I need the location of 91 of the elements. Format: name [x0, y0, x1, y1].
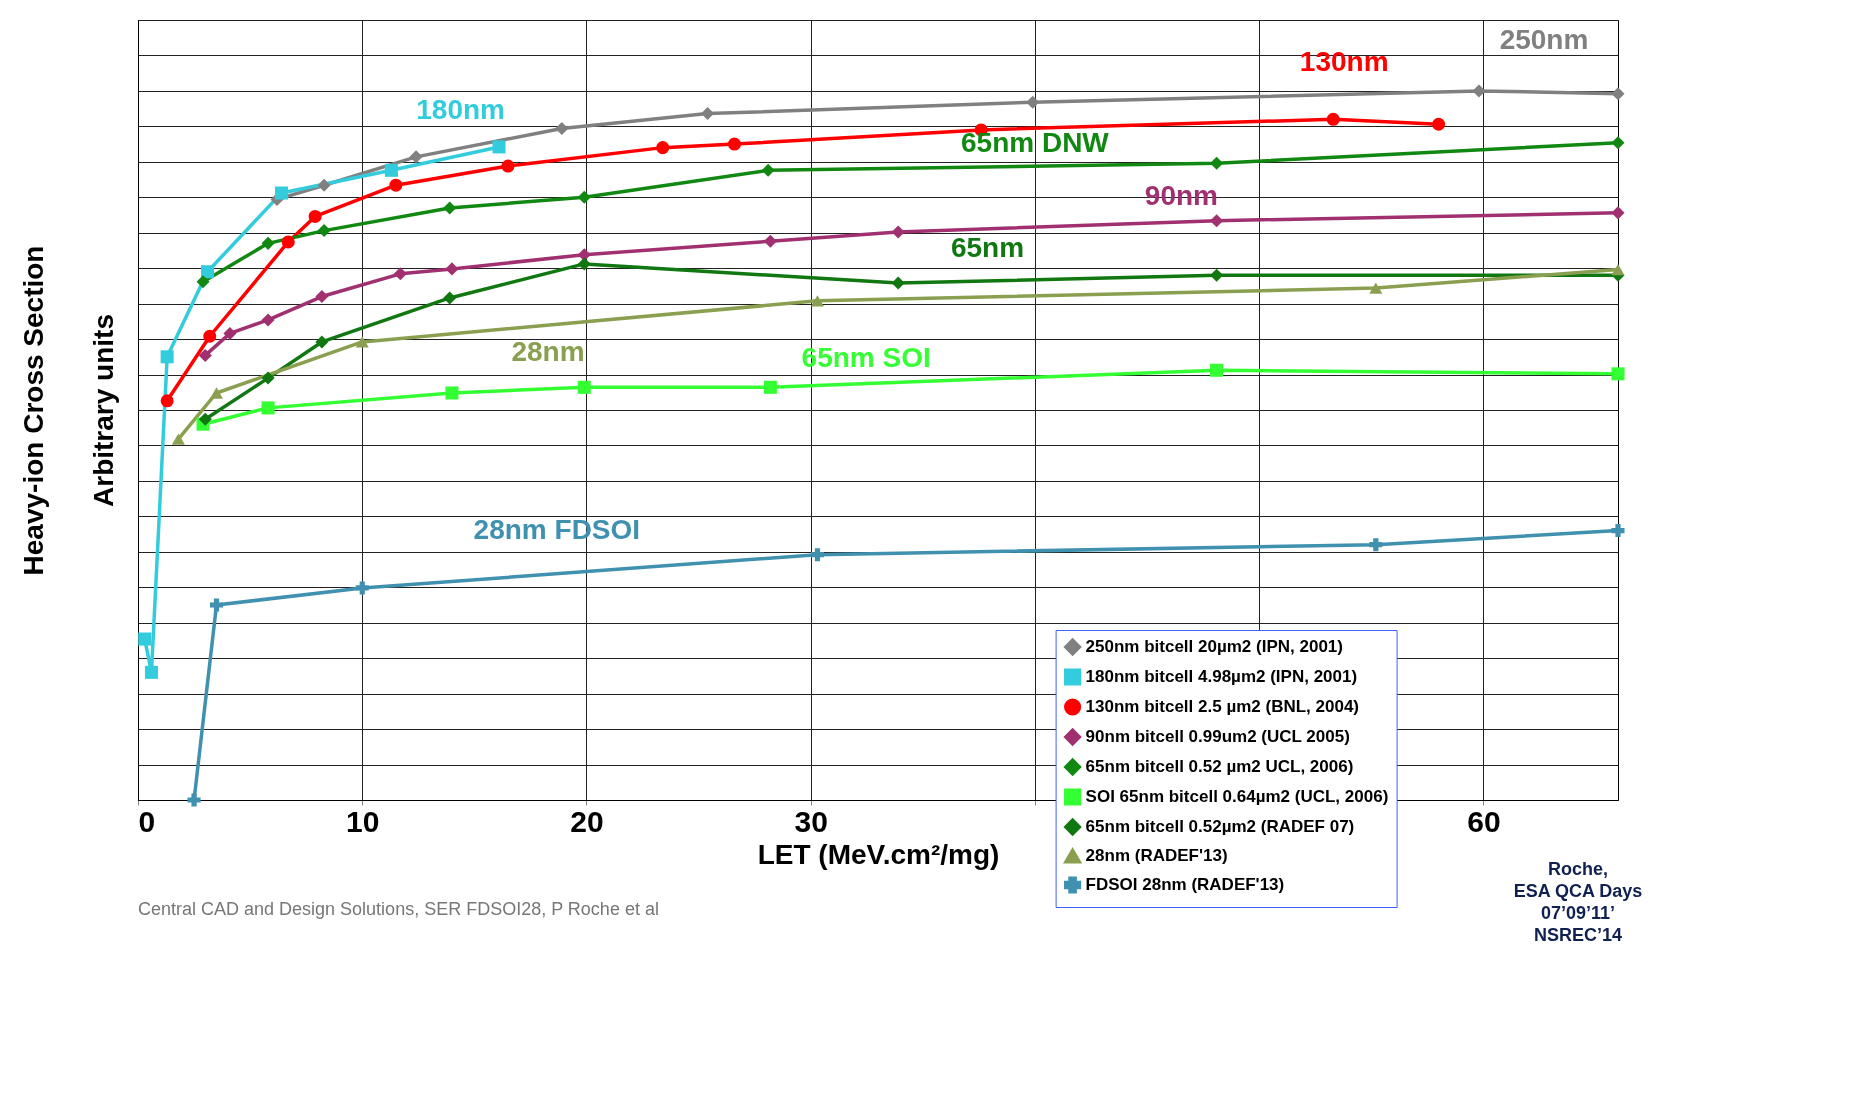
point	[1432, 117, 1446, 131]
point	[1611, 524, 1625, 538]
point	[443, 201, 457, 215]
point	[261, 236, 275, 250]
point	[501, 159, 515, 173]
x-tick-label: 20	[570, 804, 604, 838]
point	[315, 335, 329, 349]
legend-label: 65nm bitcell 0.52µm2 (RADEF 07)	[1085, 817, 1355, 836]
point	[409, 150, 423, 164]
point	[389, 178, 403, 192]
point	[1611, 87, 1625, 101]
legend-label: 90nm bitcell 0.99um2 (UCL 2005)	[1085, 727, 1350, 746]
point	[763, 380, 777, 394]
point	[891, 225, 905, 239]
legend-label: 250nm bitcell 20µm2 (IPN, 2001)	[1085, 637, 1343, 656]
point	[577, 380, 591, 394]
legend-label: FDSOI 28nm (RADEF'13)	[1085, 875, 1285, 894]
point	[810, 548, 824, 562]
point	[443, 291, 457, 305]
legend-label: 65nm bitcell 0.52 µm2 UCL, 2006)	[1085, 757, 1354, 776]
point	[384, 163, 398, 177]
point	[1210, 268, 1224, 282]
x-tick-label: 30	[794, 804, 828, 838]
legend-label: 130nm bitcell 2.5 µm2 (BNL, 2004)	[1085, 697, 1360, 716]
point	[555, 121, 569, 136]
point	[445, 262, 459, 276]
point	[308, 209, 322, 223]
point	[1210, 363, 1224, 377]
point	[187, 793, 201, 807]
text: Roche, ESA QCA Days 07’09’11’ NSREC’14	[1513, 859, 1643, 945]
point	[1611, 367, 1625, 381]
point	[355, 336, 369, 348]
point	[201, 265, 215, 279]
point	[1326, 112, 1340, 126]
point	[209, 598, 223, 612]
point	[317, 178, 331, 192]
point	[198, 412, 212, 426]
point	[1210, 214, 1224, 228]
point	[138, 632, 152, 646]
point	[203, 329, 217, 343]
point	[261, 371, 275, 385]
point	[577, 190, 591, 204]
point	[1611, 263, 1625, 276]
legend-label: 28nm (RADEF'13)	[1085, 846, 1228, 865]
point	[810, 295, 824, 307]
point	[492, 140, 506, 154]
text: Central CAD and Design Solutions, SER FDSOI28, P Roche et al	[138, 899, 659, 919]
point	[144, 665, 158, 679]
legend-label: SOI 65nm bitcell 0.64µm2 (UCL, 2006)	[1085, 787, 1389, 806]
point	[1210, 156, 1224, 170]
point	[763, 234, 777, 248]
point	[355, 581, 369, 595]
x-tick-label: 60	[1467, 804, 1501, 838]
point	[1369, 282, 1383, 294]
point	[727, 137, 741, 151]
point	[577, 248, 591, 262]
point	[1611, 206, 1625, 220]
point	[160, 350, 174, 364]
point	[1472, 84, 1486, 98]
annotation: 28nm	[511, 336, 585, 368]
point	[198, 348, 212, 362]
x-tick-label: 0	[138, 804, 156, 838]
point	[445, 386, 459, 400]
point	[393, 267, 407, 281]
point	[701, 107, 715, 121]
point	[275, 186, 289, 200]
x-tick-label: 10	[346, 804, 380, 838]
point	[656, 141, 670, 155]
text: 250nm	[1499, 24, 1589, 56]
point	[261, 401, 275, 415]
point	[317, 224, 331, 238]
point	[315, 290, 329, 304]
x-axis-title: LET (MeV.cm²/mg)	[757, 838, 1000, 870]
point	[171, 433, 185, 445]
point	[1369, 538, 1383, 552]
point	[281, 235, 295, 249]
text: Heavy-ion Cross Section Arbitrary units	[17, 245, 119, 576]
point	[209, 387, 223, 399]
point	[196, 275, 210, 289]
point	[1026, 95, 1040, 109]
point	[1611, 136, 1625, 150]
point	[577, 257, 591, 271]
point	[223, 326, 237, 340]
point	[160, 394, 174, 408]
annotation: 180nm	[416, 94, 505, 126]
point	[761, 163, 775, 177]
point	[261, 313, 275, 327]
point	[891, 276, 905, 290]
annotation: 65nm DNW	[960, 127, 1110, 159]
annotation: 65nm	[950, 231, 1025, 263]
legend-label: 180nm bitcell 4.98µm2 (IPN, 2001)	[1085, 667, 1358, 686]
